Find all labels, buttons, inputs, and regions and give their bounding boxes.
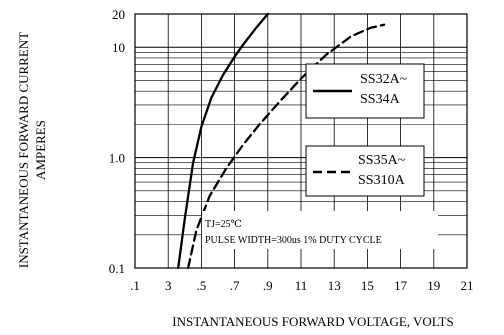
x-tick-label: .7 [230,278,240,293]
series-curve-2 [186,23,386,270]
series-curve-1 [177,12,269,270]
x-tick-label: .9 [263,278,273,293]
x-axis-title: INSTANTANEOUS FORWARD VOLTAGE, VOLTS [172,314,453,329]
annotation-pulse: PULSE WIDTH=300us 1% DUTY CYCLE [205,235,382,246]
x-tick-label: 3 [165,278,172,293]
x-tick-label: .5 [197,278,207,293]
x-tick-label: .1 [130,278,140,293]
tick-labels: .1 3 .5 .7 .9 11 13 15 17 19 21 0.1 1.0 10 20 [109,7,474,293]
y-tick-label: 20 [112,7,125,22]
y-tick-label: 10 [112,40,125,55]
legend-label-1b: SS34A [360,92,401,107]
y-axis-title-line2: AMPERES [33,120,48,180]
annotation-box [202,211,438,249]
legend-box-dashed [305,145,425,197]
x-tick-label: 11 [295,278,308,293]
legend-label-1a: SS32A~ [360,72,408,87]
legend-label-2b: SS310A [358,173,406,188]
x-tick-label: 15 [361,278,374,293]
series-layer [177,12,386,270]
legend-label-2a: SS35A~ [358,153,406,168]
x-tick-label: 17 [394,278,408,293]
y-tick-label: 1.0 [109,151,125,166]
y-tick-label: 0.1 [109,261,125,276]
y-axis-title-line1: INSTANTANEOUS FORWARD CURRENT [16,32,31,268]
x-tick-label: 13 [328,278,341,293]
x-tick-label: 19 [427,278,440,293]
annotation-temperature: TJ=25℃ [205,219,242,230]
x-tick-label: 21 [461,278,474,293]
plot-frame [134,13,468,269]
